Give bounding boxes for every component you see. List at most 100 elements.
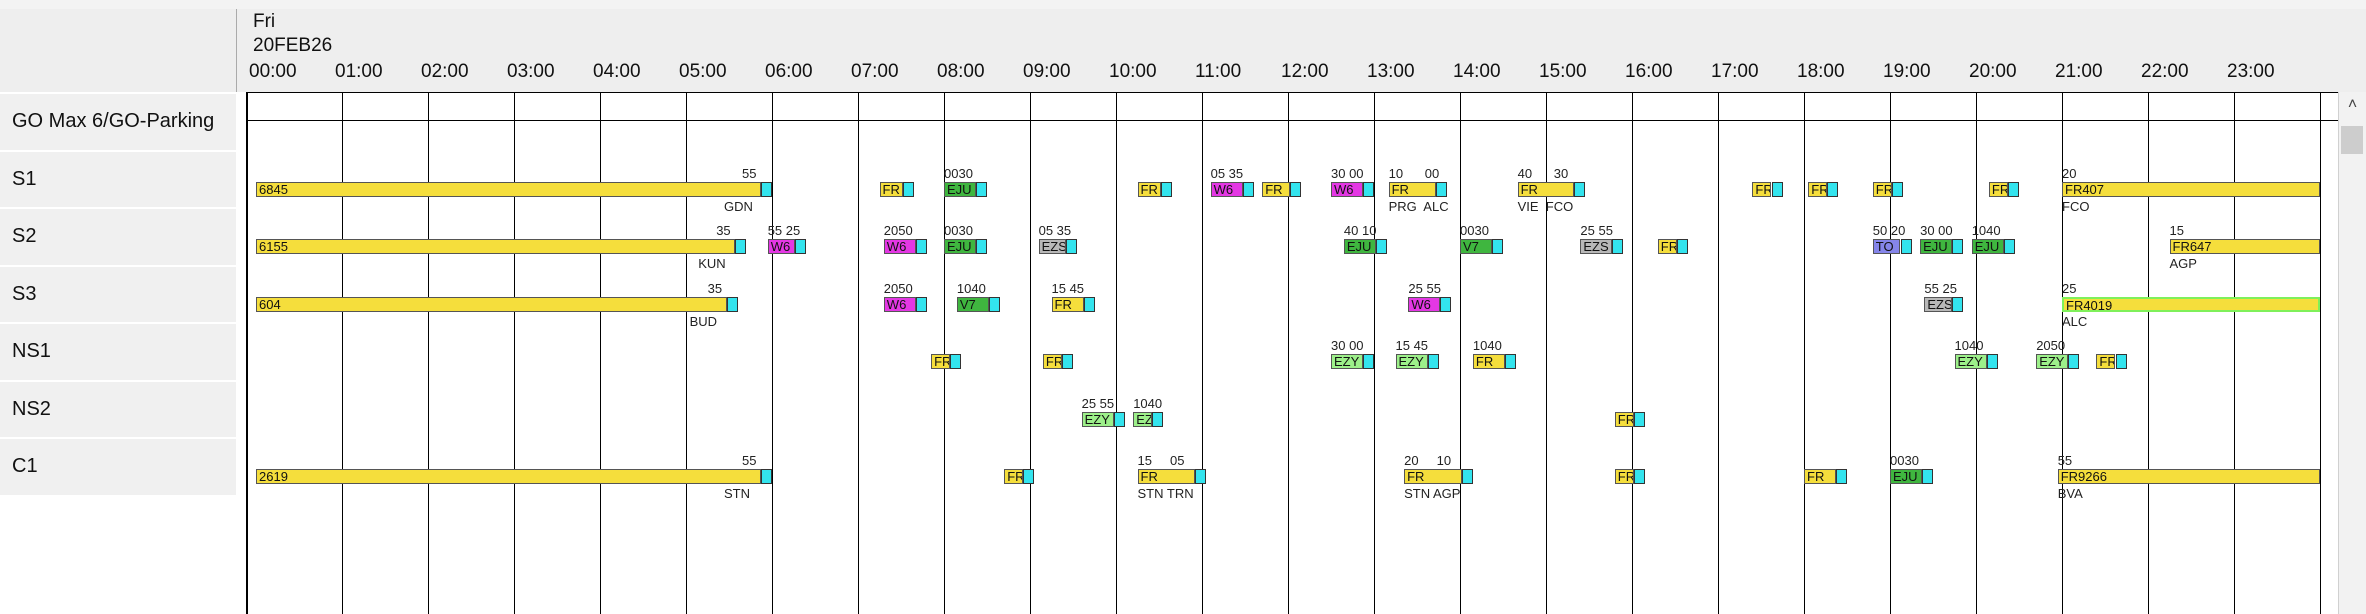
vertical-scrollbar[interactable]: ˄ — [2338, 92, 2366, 614]
flight-bar[interactable]: W6 — [1408, 296, 1441, 312]
time-tag: 55 25 — [1924, 280, 1957, 296]
flight-label: FR — [1660, 239, 1677, 254]
flight-bar[interactable]: EZY — [2036, 354, 2069, 369]
flight-bar[interactable]: FR — [1872, 181, 1892, 197]
flight-bar[interactable]: FR — [1051, 296, 1084, 312]
flight-bar[interactable]: EZY — [1081, 411, 1114, 427]
flight-label: FR — [1755, 181, 1772, 197]
flight-bar[interactable]: EZY — [1395, 354, 1428, 369]
scroll-up-arrow-icon[interactable]: ˄ — [2347, 96, 2358, 113]
turnaround-marker — [1922, 469, 1933, 484]
flight-bar[interactable]: FR — [931, 354, 951, 369]
flight-bar[interactable]: W6 — [767, 239, 796, 254]
flight-bar[interactable]: W6 — [883, 296, 916, 312]
time-tag: 25 — [2062, 280, 2077, 296]
time-tag: 40 30 — [1517, 165, 1569, 181]
flight-bar[interactable]: EZS — [1580, 239, 1613, 254]
flight-label: EZY — [1136, 411, 1153, 427]
flight-bar[interactable]: W6 — [1331, 181, 1363, 197]
flight-bar[interactable]: FR — [1137, 469, 1196, 484]
flight-bar[interactable]: FR — [879, 181, 903, 197]
flight-bar[interactable]: W6 — [1210, 181, 1243, 197]
time-tag: 55 25 — [767, 223, 801, 238]
flight-label: W6 — [886, 239, 907, 254]
flight-label: 6845 — [259, 181, 288, 197]
hour-label: 07:00 — [851, 61, 899, 82]
row-label-panel: GO Max 6/GO-Parking S1 S2 S3 NS1 NS2 C1 — [0, 9, 236, 614]
row-label: S2 — [0, 209, 236, 265]
flight-bar[interactable]: FR — [1988, 181, 2008, 197]
flight-bar[interactable]: EJU — [1890, 469, 1922, 484]
hour-label: 09:00 — [1023, 61, 1071, 82]
flight-bar[interactable]: FR407 — [2062, 181, 2320, 197]
hour-label: 17:00 — [1711, 61, 1759, 82]
time-tag: 1040 — [1954, 338, 1984, 353]
flight-bar[interactable]: FR — [2096, 354, 2116, 369]
flight-bar[interactable]: 604 — [256, 296, 727, 312]
flight-bar[interactable]: EZY — [1331, 354, 1363, 369]
flight-label: EJU — [947, 181, 972, 197]
flight-label: EJU — [1893, 469, 1918, 484]
flight-bar[interactable]: EZS — [1924, 296, 1953, 312]
flight-bar[interactable]: FR — [1404, 469, 1462, 484]
schedule-grid[interactable]: 6845 55 GDN FR EJU 0030 FR W6 05 35 FR W6 30 00 FR 10… — [246, 92, 2340, 614]
flight-bar[interactable]: FR — [1472, 354, 1505, 369]
flight-bar[interactable]: FR — [1614, 469, 1634, 484]
turnaround-marker — [2115, 354, 2127, 369]
flight-bar[interactable]: FR4019 — [2062, 296, 2320, 312]
flight-bar[interactable]: 2619 — [256, 469, 761, 484]
flight-bar[interactable]: FR — [1388, 181, 1437, 197]
hour-label: 23:00 — [2227, 61, 2275, 82]
flight-bar[interactable]: EJU — [944, 239, 976, 254]
flight-label: TO — [1875, 239, 1894, 254]
flight-bar[interactable]: EZY — [1133, 411, 1153, 427]
turnaround-marker — [1023, 469, 1035, 484]
flight-bar[interactable]: FR — [1004, 469, 1024, 484]
hour-gridline — [1030, 93, 1031, 614]
flight-bar[interactable]: V7 — [956, 296, 989, 312]
flight-label: EZS — [1583, 239, 1609, 254]
flight-bar[interactable]: W6 — [883, 239, 916, 254]
flight-bar[interactable]: EZS — [1038, 239, 1067, 254]
flight-bar[interactable]: FR — [1614, 411, 1634, 427]
flight-label: FR647 — [2172, 239, 2212, 254]
turnaround-marker — [761, 469, 772, 484]
flight-label: FR — [1811, 181, 1828, 197]
flight-bar[interactable]: 6155 — [256, 239, 736, 254]
row-label: NS1 — [0, 324, 236, 380]
turnaround-marker — [1363, 181, 1374, 197]
flight-bar[interactable]: 6845 — [256, 181, 761, 197]
flight-label: EJU — [1923, 239, 1948, 254]
flight-bar[interactable]: FR9266 — [2057, 469, 2320, 484]
flight-label: FR — [1140, 181, 1158, 197]
flight-bar[interactable]: V7 — [1460, 239, 1492, 254]
hour-label: 00:00 — [249, 61, 297, 82]
time-tag: 25 55 — [1081, 395, 1115, 411]
flight-bar[interactable]: FR — [1657, 239, 1677, 254]
flight-bar[interactable]: EJU — [944, 181, 976, 197]
hour-label: 21:00 — [2055, 61, 2103, 82]
flight-bar[interactable]: EJU — [1920, 239, 1953, 254]
flight-label: FR4019 — [2066, 297, 2113, 312]
flight-bar[interactable]: EZY — [1954, 354, 1987, 369]
flight-bar[interactable]: FR647 — [2169, 239, 2320, 254]
flight-bar[interactable]: TO — [1872, 239, 1901, 254]
flight-label: EJU — [1346, 239, 1372, 254]
flight-label: FR — [2099, 354, 2116, 369]
hour-gridline — [1288, 93, 1289, 614]
flight-bar[interactable]: FR — [1752, 181, 1772, 197]
flight-label: 604 — [259, 296, 281, 312]
flight-bar[interactable]: EJU — [1971, 239, 2004, 254]
flight-bar[interactable]: FR — [1517, 181, 1574, 197]
flight-bar[interactable]: FR — [1262, 181, 1290, 197]
hour-gridline — [1976, 93, 1977, 614]
airport-tag: BVA — [2057, 486, 2083, 501]
hour-gridline — [1718, 93, 1719, 614]
flight-bar[interactable]: FR — [1804, 469, 1836, 484]
scroll-thumb[interactable] — [2341, 126, 2363, 154]
flight-bar[interactable]: EJU — [1343, 239, 1376, 254]
flight-bar[interactable]: FR — [1137, 181, 1161, 197]
flight-bar[interactable]: FR — [1808, 181, 1828, 197]
turnaround-marker — [1836, 469, 1847, 484]
flight-bar[interactable]: FR — [1042, 354, 1062, 369]
